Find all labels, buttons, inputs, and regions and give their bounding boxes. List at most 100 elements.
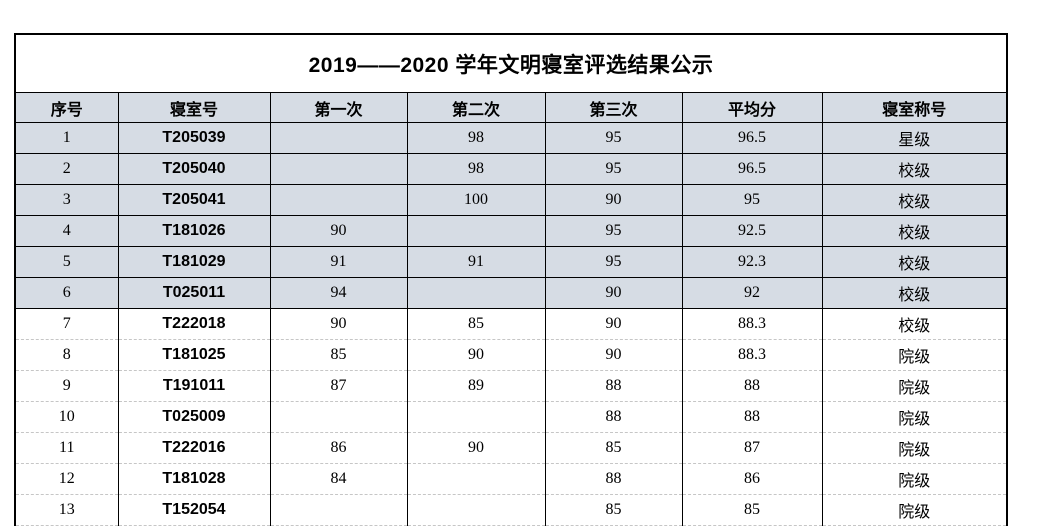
cell-no: 2 xyxy=(14,153,119,185)
cell-avg: 95 xyxy=(681,184,823,216)
cell-level: 校级 xyxy=(821,277,1008,309)
cell-second: 100 xyxy=(406,184,546,216)
cell-avg: 88.3 xyxy=(681,339,823,371)
table-row: 11 T222016 86 90 85 87 院级 xyxy=(14,432,1008,464)
cell-room: T181026 xyxy=(117,215,271,247)
cell-no: 8 xyxy=(14,339,119,371)
cell-avg: 96.5 xyxy=(681,122,823,154)
cell-level: 院级 xyxy=(821,401,1008,433)
cell-avg: 87 xyxy=(681,432,823,464)
cell-room: T025009 xyxy=(117,401,271,433)
table-row: 6 T025011 94 90 92 校级 xyxy=(14,277,1008,309)
cell-level: 院级 xyxy=(821,370,1008,402)
cell-room: T025011 xyxy=(117,277,271,309)
cell-avg: 92.5 xyxy=(681,215,823,247)
header-third: 第三次 xyxy=(544,92,683,123)
cell-third: 88 xyxy=(544,370,683,402)
cell-no: 12 xyxy=(14,463,119,495)
table-row: 4 T181026 90 95 92.5 校级 xyxy=(14,215,1008,247)
cell-first xyxy=(269,401,408,433)
cell-no: 9 xyxy=(14,370,119,402)
cell-level: 校级 xyxy=(821,246,1008,278)
cell-no: 6 xyxy=(14,277,119,309)
cell-third: 95 xyxy=(544,246,683,278)
cell-third: 95 xyxy=(544,122,683,154)
cell-room: T181028 xyxy=(117,463,271,495)
cell-second: 98 xyxy=(406,122,546,154)
cell-second: 98 xyxy=(406,153,546,185)
table-row: 12 T181028 84 88 86 院级 xyxy=(14,463,1008,495)
cell-room: T152054 xyxy=(117,494,271,526)
cell-first: 91 xyxy=(269,246,408,278)
cell-third: 85 xyxy=(544,432,683,464)
cell-avg: 88.3 xyxy=(681,308,823,340)
cell-avg: 92.3 xyxy=(681,246,823,278)
cell-no: 11 xyxy=(14,432,119,464)
cell-third: 95 xyxy=(544,153,683,185)
cell-first: 90 xyxy=(269,308,408,340)
table-body: 1 T205039 98 95 96.5 星级 2 T205040 98 95 96.5 校级 3 T20… xyxy=(14,122,1008,526)
cell-avg: 96.5 xyxy=(681,153,823,185)
cell-no: 7 xyxy=(14,308,119,340)
header-serial: 序号 xyxy=(14,92,119,123)
cell-level: 星级 xyxy=(821,122,1008,154)
page-title: 2019——2020 学年文明寝室评选结果公示 xyxy=(14,33,1008,93)
cell-second: 85 xyxy=(406,308,546,340)
table-row: 2 T205040 98 95 96.5 校级 xyxy=(14,153,1008,185)
cell-third: 95 xyxy=(544,215,683,247)
cell-room: T222016 xyxy=(117,432,271,464)
cell-avg: 85 xyxy=(681,494,823,526)
header-average: 平均分 xyxy=(681,92,823,123)
table-row: 7 T222018 90 85 90 88.3 校级 xyxy=(14,308,1008,340)
cell-third: 90 xyxy=(544,308,683,340)
cell-room: T205041 xyxy=(117,184,271,216)
cell-no: 13 xyxy=(14,494,119,526)
cell-room: T205040 xyxy=(117,153,271,185)
cell-third: 90 xyxy=(544,277,683,309)
title-row: 2019——2020 学年文明寝室评选结果公示 xyxy=(14,33,1008,93)
cell-second xyxy=(406,463,546,495)
cell-second xyxy=(406,215,546,247)
cell-avg: 88 xyxy=(681,401,823,433)
table-row: 5 T181029 91 91 95 92.3 校级 xyxy=(14,246,1008,278)
cell-level: 校级 xyxy=(821,308,1008,340)
cell-level: 校级 xyxy=(821,184,1008,216)
cell-level: 院级 xyxy=(821,494,1008,526)
cell-second xyxy=(406,277,546,309)
cell-avg: 88 xyxy=(681,370,823,402)
header-second: 第二次 xyxy=(406,92,546,123)
cell-no: 3 xyxy=(14,184,119,216)
cell-room: T181029 xyxy=(117,246,271,278)
cell-room: T191011 xyxy=(117,370,271,402)
cell-third: 85 xyxy=(544,494,683,526)
cell-first xyxy=(269,184,408,216)
cell-second: 91 xyxy=(406,246,546,278)
cell-no: 4 xyxy=(14,215,119,247)
cell-room: T222018 xyxy=(117,308,271,340)
cell-third: 90 xyxy=(544,184,683,216)
table-row: 10 T025009 88 88 院级 xyxy=(14,401,1008,433)
cell-avg: 86 xyxy=(681,463,823,495)
cell-first xyxy=(269,494,408,526)
table-row: 13 T152054 85 85 院级 xyxy=(14,494,1008,526)
cell-avg: 92 xyxy=(681,277,823,309)
cell-third: 88 xyxy=(544,463,683,495)
cell-second xyxy=(406,401,546,433)
announcement-table: 2019——2020 学年文明寝室评选结果公示 序号 寝室号 第一次 第二次 第… xyxy=(14,33,1009,526)
cell-first: 90 xyxy=(269,215,408,247)
cell-second: 89 xyxy=(406,370,546,402)
table-header-row: 序号 寝室号 第一次 第二次 第三次 平均分 寝室称号 xyxy=(14,92,1008,123)
cell-third: 90 xyxy=(544,339,683,371)
cell-first xyxy=(269,153,408,185)
cell-no: 5 xyxy=(14,246,119,278)
table-row: 1 T205039 98 95 96.5 星级 xyxy=(14,122,1008,154)
cell-room: T181025 xyxy=(117,339,271,371)
cell-first: 87 xyxy=(269,370,408,402)
cell-level: 校级 xyxy=(821,153,1008,185)
cell-second: 90 xyxy=(406,339,546,371)
header-room: 寝室号 xyxy=(117,92,271,123)
cell-no: 10 xyxy=(14,401,119,433)
cell-first: 86 xyxy=(269,432,408,464)
table-row: 8 T181025 85 90 90 88.3 院级 xyxy=(14,339,1008,371)
